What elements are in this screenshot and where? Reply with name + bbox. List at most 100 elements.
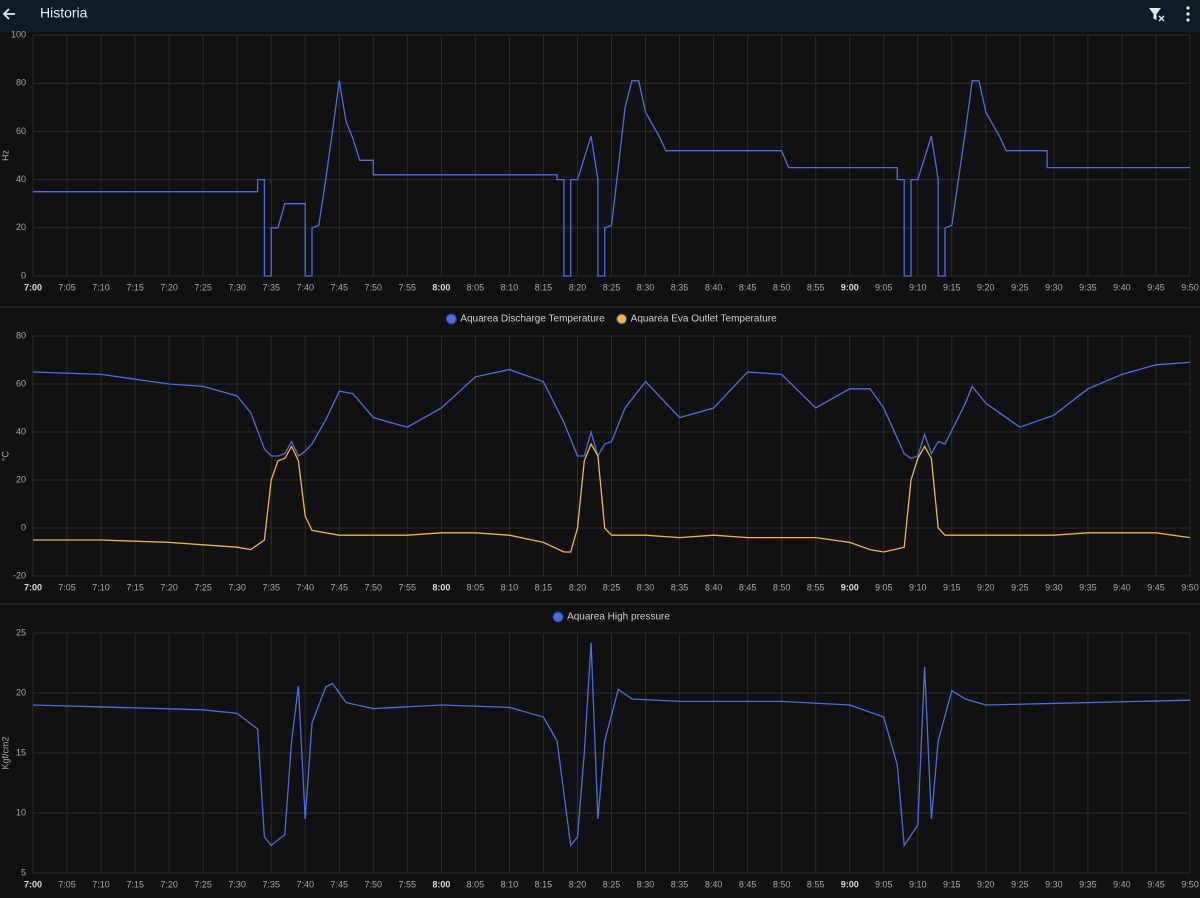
x-tick-label: 8:45 <box>739 879 757 889</box>
y-tick-label: 80 <box>16 78 26 88</box>
x-tick-label: 9:30 <box>1045 582 1063 592</box>
x-tick-label: 8:55 <box>807 282 825 292</box>
y-tick-label: 80 <box>16 330 26 340</box>
x-tick-label: 8:50 <box>773 582 791 592</box>
data-line <box>33 442 1191 553</box>
x-tick-label: 7:05 <box>58 879 76 889</box>
x-tick-label: 7:35 <box>262 582 280 592</box>
legend: Aquarea Discharge Temperature Aquarea Eva… <box>445 313 777 325</box>
x-tick-label: 8:35 <box>671 879 689 889</box>
x-tick-label: 8:10 <box>501 879 519 889</box>
legend-label: Aquarea High pressure <box>567 612 670 623</box>
x-tick-label: 7:15 <box>126 282 144 292</box>
x-tick-label: 7:55 <box>399 282 417 292</box>
x-tick-label: 8:10 <box>501 582 519 592</box>
x-tick-label: 8:15 <box>535 879 553 889</box>
x-tick-label: 9:45 <box>1147 282 1165 292</box>
x-tick-label: 8:55 <box>807 582 825 592</box>
x-tick-label: 7:40 <box>296 582 314 592</box>
x-tick-label: 7:05 <box>58 582 76 592</box>
y-tick-label: 5 <box>21 867 26 877</box>
y-tick-label: 15 <box>16 747 26 757</box>
x-tick-label: 9:50 <box>1181 282 1199 292</box>
x-tick-label: 8:35 <box>671 582 689 592</box>
x-tick-label: 8:10 <box>501 282 519 292</box>
x-tick-label: 9:20 <box>977 582 995 592</box>
x-tick-label: 7:00 <box>24 582 42 592</box>
x-tick-label: 7:25 <box>194 282 212 292</box>
x-tick-label: 8:05 <box>467 282 485 292</box>
x-tick-label: 7:20 <box>160 879 178 889</box>
x-tick-label: 7:50 <box>365 282 383 292</box>
x-tick-label: 9:35 <box>1079 282 1097 292</box>
x-tick-label: 9:30 <box>1045 282 1063 292</box>
x-tick-label: 7:55 <box>399 879 417 889</box>
x-tick-label: 8:05 <box>467 879 485 889</box>
x-tick-label: 9:25 <box>1011 282 1029 292</box>
x-tick-label: 9:20 <box>977 879 995 889</box>
y-axis-label: Kgf/cm2 <box>0 736 10 769</box>
x-tick-label: 9:05 <box>875 282 893 292</box>
data-line <box>33 80 1190 277</box>
x-tick-label: 8:25 <box>603 879 621 889</box>
x-tick-label: 8:40 <box>705 282 723 292</box>
menu-button[interactable] <box>1186 6 1190 22</box>
app-bar <box>0 0 1200 32</box>
x-tick-label: 8:25 <box>603 582 621 592</box>
y-tick-label: 100 <box>11 29 26 39</box>
back-button[interactable] <box>2 8 15 20</box>
data-line <box>32 642 1191 848</box>
legend: Aquarea High pressure <box>552 611 670 623</box>
x-tick-label: 9:10 <box>909 879 927 889</box>
x-tick-label: 8:25 <box>603 282 621 292</box>
legend-label: Aquarea Discharge Temperature <box>460 314 605 325</box>
x-tick-label: 9:15 <box>943 582 961 592</box>
x-tick-label: 7:15 <box>126 879 144 889</box>
x-tick-label: 9:15 <box>943 282 961 292</box>
y-tick-label: 0 <box>21 522 26 532</box>
legend-swatch <box>616 313 628 325</box>
x-tick-label: 9:35 <box>1079 879 1097 889</box>
x-tick-label: 9:45 <box>1147 582 1165 592</box>
x-tick-label: 8:20 <box>569 879 587 889</box>
x-tick-label: 8:45 <box>739 282 757 292</box>
x-tick-label: 9:00 <box>841 582 859 592</box>
x-tick-label: 9:40 <box>1113 582 1131 592</box>
x-tick-label: 7:00 <box>24 282 42 292</box>
x-tick-label: 8:40 <box>705 582 723 592</box>
y-tick-label: 20 <box>16 687 26 697</box>
x-tick-label: 9:35 <box>1079 582 1097 592</box>
x-tick-label: 8:50 <box>773 879 791 889</box>
y-tick-label: 20 <box>16 474 26 484</box>
x-tick-label: 7:30 <box>228 282 246 292</box>
x-tick-label: 8:30 <box>637 282 655 292</box>
x-tick-label: 8:00 <box>432 582 450 592</box>
x-tick-label: 8:15 <box>535 582 553 592</box>
x-tick-label: 7:45 <box>330 582 348 592</box>
x-tick-label: 9:20 <box>977 282 995 292</box>
x-tick-label: 8:30 <box>637 582 655 592</box>
x-tick-label: 8:05 <box>467 582 485 592</box>
x-tick-label: 7:30 <box>228 582 246 592</box>
x-tick-label: 8:40 <box>705 879 723 889</box>
x-tick-label: 7:10 <box>92 879 110 889</box>
x-tick-label: 9:25 <box>1011 879 1029 889</box>
x-tick-label: 7:50 <box>365 582 383 592</box>
x-tick-label: 7:35 <box>262 282 280 292</box>
y-axis-label: °C <box>0 450 10 461</box>
x-tick-label: 7:00 <box>24 879 42 889</box>
x-tick-label: 9:05 <box>875 582 893 592</box>
x-tick-label: 8:45 <box>739 582 757 592</box>
x-tick-label: 8:20 <box>569 282 587 292</box>
x-tick-label: 8:15 <box>535 282 553 292</box>
clear-filter-button[interactable] <box>1149 8 1165 22</box>
y-tick-label: 40 <box>16 426 26 436</box>
x-tick-label: 7:55 <box>399 582 417 592</box>
x-tick-label: 9:40 <box>1113 282 1131 292</box>
y-tick-label: 60 <box>16 126 26 136</box>
x-tick-label: 7:40 <box>296 282 314 292</box>
x-tick-label: 7:45 <box>330 879 348 889</box>
x-tick-label: 9:00 <box>841 879 859 889</box>
